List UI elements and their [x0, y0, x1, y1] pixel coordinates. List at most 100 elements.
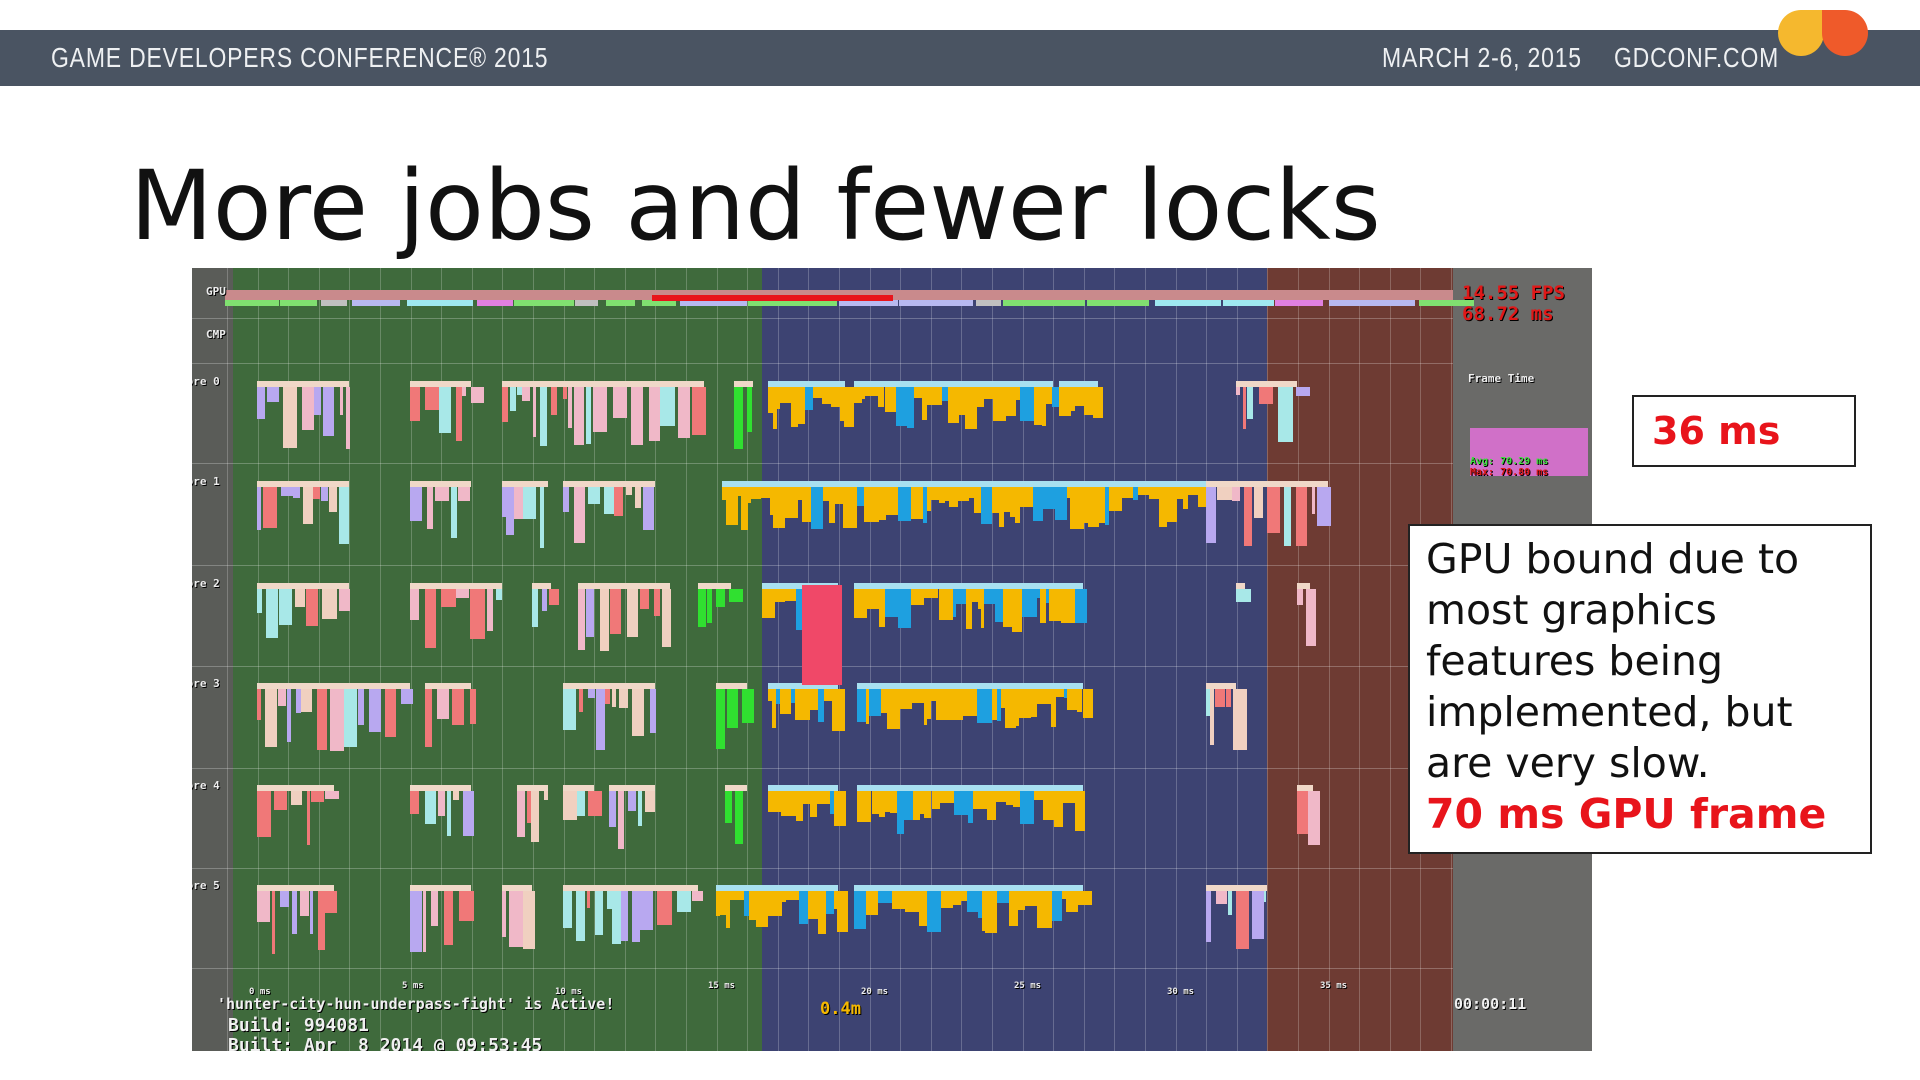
job-bar: [303, 487, 313, 525]
job-bar: [1051, 891, 1063, 921]
job-bar: [863, 487, 879, 522]
job-bar: [781, 891, 786, 903]
job-bar: [1005, 791, 1013, 805]
job-bar: [719, 891, 726, 915]
job-bar: [865, 689, 869, 725]
job-bar: [1018, 891, 1026, 911]
job-bar: [510, 387, 517, 412]
job-bar: [856, 689, 866, 723]
conference-site: GDCONF.COM: [1614, 42, 1780, 73]
profiler-screenshot: GPU CMP Core 0 Core 1 Core 2 Core 3 Core…: [192, 268, 1592, 1051]
job-bar: [307, 791, 311, 845]
job-bar: [612, 891, 622, 945]
job-bar: [410, 387, 421, 421]
grid-line: [441, 268, 442, 1051]
job-bar: [952, 589, 956, 618]
job-bar: [431, 891, 439, 927]
job-bar: [885, 487, 899, 515]
job-bar: [977, 689, 992, 723]
job-bar: [926, 387, 942, 405]
job-bar: [761, 487, 771, 499]
job-bar: [810, 791, 818, 818]
build-number: Build: 994081: [228, 1015, 369, 1036]
job-bar: [926, 487, 932, 512]
job-bar: [742, 689, 755, 724]
grid-line: [533, 268, 534, 1051]
core-bar: [501, 381, 704, 387]
job-bar: [776, 387, 781, 409]
job-bar: [1033, 487, 1044, 522]
gpu-bar: [1418, 300, 1474, 306]
job-bar: [1066, 487, 1070, 499]
job-bar: [516, 387, 522, 396]
job-bar: [922, 387, 927, 421]
job-bar: [1188, 487, 1199, 496]
job-bar: [456, 589, 469, 599]
job-bar: [918, 891, 927, 927]
grid-line: [625, 268, 626, 1051]
job-bar: [924, 791, 932, 818]
grid-line: [319, 268, 320, 1051]
job-bar: [608, 791, 617, 828]
job-bar: [1295, 387, 1310, 397]
job-bar: [424, 791, 437, 824]
job-bar: [1236, 387, 1241, 395]
job-bar: [761, 589, 775, 619]
job-bar: [1083, 387, 1094, 415]
header-bar: GAME DEVELOPERS CONFERENCE® 2015 MARCH 2…: [0, 30, 1920, 86]
job-bar: [1215, 689, 1225, 708]
job-bar: [532, 589, 539, 627]
job-bar: [796, 589, 806, 631]
job-bar: [936, 689, 952, 720]
job-bar: [785, 589, 797, 602]
job-bar: [747, 487, 752, 503]
job-bar: [715, 589, 726, 608]
job-bar: [588, 689, 595, 699]
job-bar: [1311, 487, 1316, 514]
job-bar: [345, 387, 350, 450]
job-bar: [357, 689, 364, 726]
job-bar: [585, 589, 595, 637]
job-bar: [1036, 891, 1052, 929]
job-bar: [1062, 891, 1067, 900]
time-tick-label: 0 ms: [249, 987, 271, 997]
job-bar: [969, 487, 975, 499]
job-bar: [1019, 791, 1034, 824]
row-label: GPU: [206, 285, 226, 298]
job-bar: [640, 891, 653, 930]
job-bar: [1093, 387, 1104, 419]
gpu-bar: [280, 300, 318, 306]
job-bar: [339, 589, 350, 611]
grid-line: [1053, 268, 1054, 1051]
job-bar: [677, 387, 690, 439]
job-bar: [825, 891, 834, 914]
job-bar: [944, 487, 950, 501]
job-bar: [1019, 487, 1034, 508]
job-bar: [1074, 589, 1088, 623]
job-bar: [898, 589, 912, 629]
job-bar: [588, 791, 602, 816]
job-bar: [278, 589, 293, 625]
job-bar: [817, 791, 830, 804]
job-bar: [1308, 791, 1320, 846]
job-bar: [410, 891, 423, 953]
job-bar: [1232, 487, 1241, 502]
job-bar: [726, 487, 739, 526]
job-bar: [265, 589, 279, 638]
job-bar: [996, 791, 1006, 803]
job-bar: [884, 387, 897, 413]
job-bar: [563, 791, 578, 821]
job-bar: [1015, 689, 1020, 727]
job-bar: [523, 891, 536, 949]
job-bar: [603, 487, 614, 514]
job-bar: [385, 689, 397, 738]
job-bar: [771, 689, 776, 728]
job-bar: [1010, 487, 1015, 518]
job-bar: [435, 487, 449, 501]
job-bar: [496, 589, 503, 600]
job-bar: [773, 387, 777, 429]
job-bar: [600, 589, 609, 651]
job-bar: [660, 387, 676, 426]
job-bar: [983, 387, 994, 400]
job-bar: [924, 689, 928, 725]
